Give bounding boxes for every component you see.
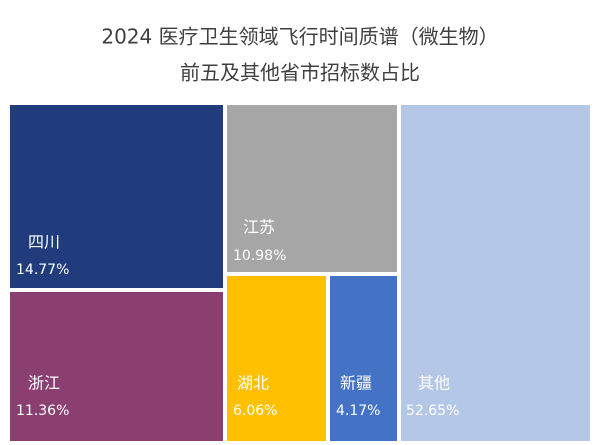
treemap-cell <box>227 276 326 441</box>
data-label: 52.65% <box>406 403 459 419</box>
treemap-cell <box>330 276 397 441</box>
chart-title: 2024 医疗卫生领域飞行时间质谱（微生物） <box>101 25 498 49</box>
cell-label: 其他 <box>418 374 450 393</box>
cell-label: 四川 <box>28 233 60 252</box>
cell-label: 新疆 <box>340 374 372 393</box>
treemap-cell <box>10 292 223 441</box>
data-label: 11.36% <box>16 403 69 419</box>
cell-label: 浙江 <box>28 374 60 393</box>
cell-label: 江苏 <box>243 218 275 237</box>
treemap-cell <box>10 105 223 288</box>
treemap-cell <box>227 105 397 272</box>
data-label: 6.06% <box>233 403 277 419</box>
data-label: 10.98% <box>233 248 286 264</box>
data-label: 14.77% <box>16 262 69 278</box>
chart-subtitle: 前五及其他省市招标数占比 <box>180 61 420 85</box>
cell-label: 湖北 <box>237 374 269 393</box>
data-label: 4.17% <box>336 403 380 419</box>
treemap-cell <box>401 105 590 441</box>
